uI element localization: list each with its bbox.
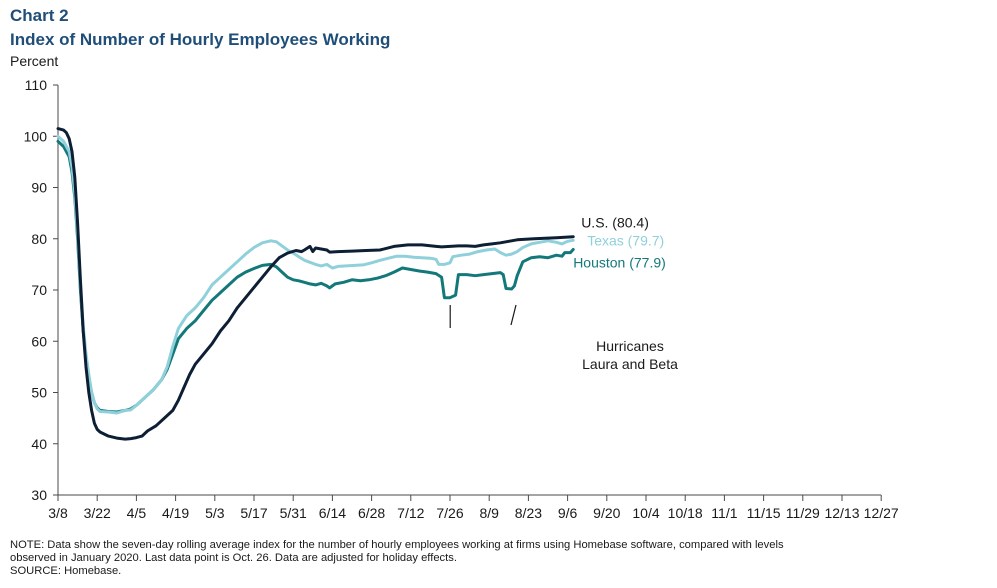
x-tick-label: 11/15 [747, 505, 781, 521]
x-tick-label: 9/6 [558, 505, 578, 521]
y-tick-label: 60 [31, 333, 47, 349]
x-tick-label: 7/26 [436, 505, 463, 521]
y-tick-label: 100 [24, 128, 48, 144]
source-line: SOURCE: Homebase. [10, 565, 122, 577]
x-tick-label: 10/18 [668, 505, 703, 521]
x-tick-label: 4/5 [127, 505, 147, 521]
y-tick-label: 110 [25, 77, 48, 93]
series-line-us [56, 127, 575, 441]
annotation-pointer [510, 304, 517, 326]
chart-title: Index of Number of Hourly Employees Work… [10, 30, 391, 49]
annotation-text-line1: Hurricanes [596, 338, 664, 354]
series-end-label-us: U.S. (80.4) [581, 215, 649, 231]
x-tick-label: 11/29 [786, 505, 820, 521]
series-end-labels: Houston (77.9) Texas (79.7)U.S. (80.4) [573, 215, 666, 271]
line-chart: 30 40 50 60 70 80 90 100 110 3/8 3/22 4/5 4/19 5/3 5/… [24, 77, 899, 521]
x-tick-label: 8/23 [515, 505, 542, 521]
x-tick-label: 3/22 [84, 505, 111, 521]
y-tick-label: 80 [31, 231, 47, 247]
x-tick-label: 9/20 [593, 505, 620, 521]
x-tick-label: 5/3 [205, 505, 225, 521]
x-tick-label: 10/4 [632, 505, 659, 521]
x-tick-label: 6/28 [358, 505, 385, 521]
x-axis: 3/8 3/22 4/5 4/19 5/3 5/17 5/31 6/14 6/28 7/12 7/2… [48, 494, 899, 521]
series-end-label-houston: Houston (77.9) [573, 255, 666, 271]
x-tick-label: 6/14 [319, 505, 346, 521]
footnotes: NOTE: Data show the seven-day rolling av… [10, 539, 990, 578]
x-tick-label: 3/8 [48, 505, 68, 521]
y-tick-label: 70 [31, 282, 47, 298]
x-tick-label: 12/13 [824, 505, 859, 521]
series-end-label-texas: Texas (79.7) [587, 232, 664, 248]
x-tick-label: 7/12 [397, 505, 424, 521]
y-tick-label: 50 [31, 385, 47, 401]
y-tick-label: 90 [31, 180, 47, 196]
y-tick-label: 40 [31, 436, 47, 452]
hurricane-annotation: Hurricanes Laura and Beta [449, 304, 678, 372]
series-lines [56, 127, 575, 441]
series-line-houston [56, 139, 575, 414]
x-tick-label: 5/31 [280, 505, 307, 521]
x-tick-label: 8/9 [479, 505, 499, 521]
note-line-2: observed in January 2020. Last data poin… [10, 552, 457, 564]
x-tick-label: 4/19 [162, 505, 189, 521]
chart-number: Chart 2 [10, 6, 69, 25]
y-axis: 30 40 50 60 70 80 90 100 110 [24, 77, 59, 503]
x-tick-label: 5/17 [240, 505, 267, 521]
x-tick-label: 12/27 [864, 505, 899, 521]
y-axis-unit-label: Percent [10, 53, 59, 69]
series-line-texas [56, 134, 575, 415]
y-tick-label: 30 [31, 487, 47, 503]
note-line-1: NOTE: Data show the seven-day rolling av… [10, 539, 784, 551]
annotation-text-line2: Laura and Beta [582, 356, 678, 372]
x-tick-label: 11/1 [711, 505, 737, 521]
